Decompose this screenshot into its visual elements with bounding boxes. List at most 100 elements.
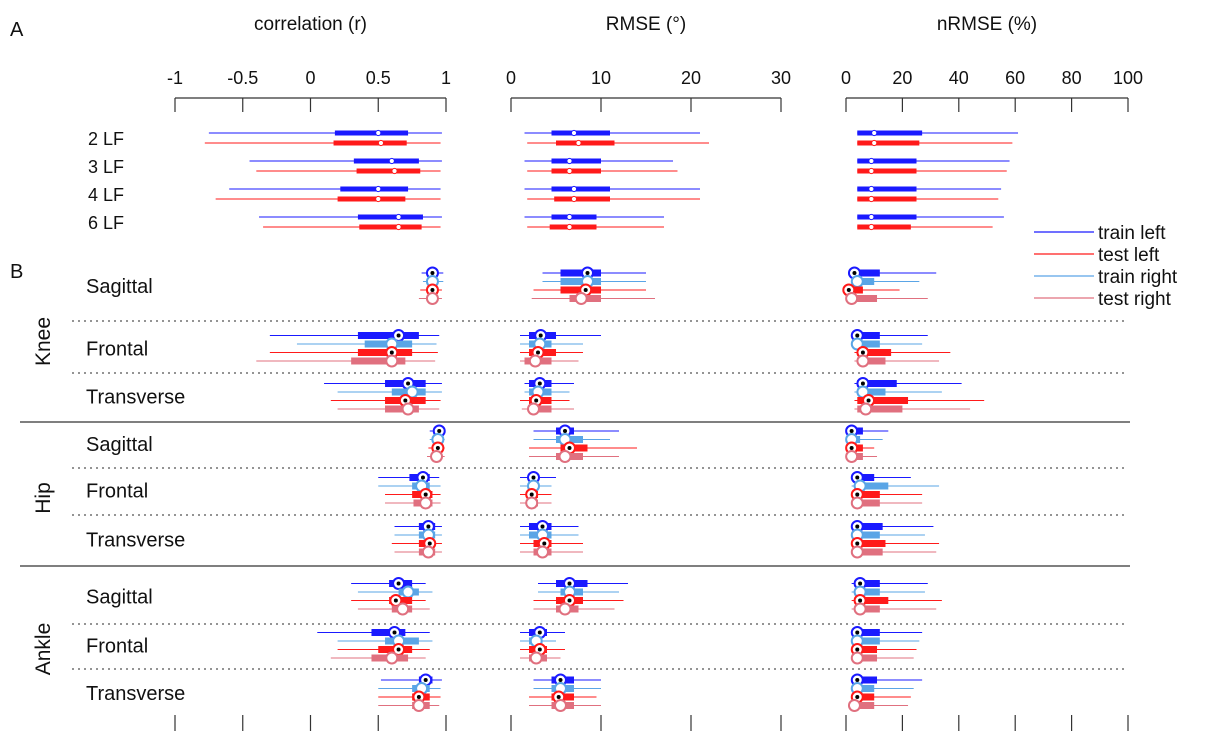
box-b-knee-transverse-r-train-left [324,377,442,390]
box-a-3-lf-nrmse-test-median [868,167,875,175]
tick-label-r: 1 [441,68,451,88]
box-a-4-lf-nrmse-test-box [857,196,917,202]
box-b-ankle-frontal-nrmse-train-left-median-dot [855,630,860,635]
box-a-2-lf-r-train-box [334,130,409,136]
box-b-hip-sagittal-rmse-test-left [529,441,637,455]
box-b-knee-sagittal-nrmse-train-left-median-dot [852,271,857,275]
box-b-hip-frontal-nrmse-train-left-box [854,474,875,481]
box-b-ankle-frontal-nrmse-test-left-median-dot [855,647,860,652]
box-b-knee-frontal-nrmse-test-left-box [857,349,892,356]
box-b-hip-transverse-nrmse-train-right [850,528,925,542]
box-b-ankle-frontal-nrmse-train-left [850,626,923,639]
box-a-2-lf-nrmse-train-median [871,129,878,137]
box-a-4-lf-r-test-median [375,195,382,203]
box-a-6-lf-r-test-median [395,223,402,231]
box-a-4-lf-nrmse-train-median [868,185,875,193]
box-b-ankle-transverse-nrmse-test-right [847,699,909,712]
box-b-hip-frontal-rmse-test-left-median-dot [529,492,534,497]
box-a-4-lf-rmse-train-box [551,186,610,192]
box-a-3-lf-nrmse-test-box [857,168,917,174]
joint-label-ankle: Ankle [32,623,55,676]
box-b-knee-transverse-nrmse-train-right-box [857,388,886,396]
box-b-knee-sagittal-r-test-right [418,292,442,305]
box-b-knee-transverse-nrmse-test-left-median-dot [866,398,871,403]
row-label-3-lf: 3 LF [88,157,124,177]
box-b-ankle-transverse-rmse-train-left-median-dot [558,678,563,682]
box-b-hip-transverse-rmse-test-left [520,537,583,550]
box-b-hip-sagittal-r-test-right [427,450,445,463]
row-label-2-lf: 2 LF [88,129,124,149]
box-b-ankle-transverse-nrmse-test-left-median-dot [855,695,860,699]
box-b-ankle-frontal-nrmse-train-right-box [854,637,880,645]
box-b-ankle-sagittal-r-train-right-median [401,585,415,599]
box-b-hip-frontal-rmse-test-right [520,496,552,510]
box-b-hip-sagittal-rmse-train-left-median-dot [563,429,567,433]
box-a-6-lf-rmse-train-box [551,214,597,220]
box-a-2-lf-r-test-box [333,140,407,146]
box-b-knee-sagittal-rmse-test-right-median [574,292,588,305]
box-b-hip-transverse-nrmse-train-left-median-dot [855,524,860,529]
plane-label-ankle-frontal: Frontal [86,636,148,658]
box-b-knee-frontal-nrmse-test-right [854,354,940,368]
box-b-hip-sagittal-nrmse-test-right-median [845,450,859,463]
box-b-hip-frontal-nrmse-test-right [850,496,923,510]
box-b-knee-sagittal-nrmse-train-left [847,266,937,280]
box-a-6-lf-nrmse-test-box [857,224,911,230]
box-a-2-lf-r-test [204,139,441,147]
box-b-ankle-frontal-rmse-train-left-median-dot [537,630,542,635]
box-b-ankle-sagittal-nrmse-test-left-box [854,597,889,604]
box-b-hip-transverse-r-test-left-median-dot [427,541,432,546]
box-a-3-lf-rmse-test-box [551,168,601,174]
box-b-knee-transverse-nrmse-test-right [854,402,971,416]
legend-label-test-left: test left [1098,245,1160,266]
box-b-ankle-transverse-nrmse-train-left-median-dot [855,678,860,682]
box-b-knee-sagittal-rmse-train-right [542,275,646,288]
box-b-hip-transverse-nrmse-test-right [850,545,937,559]
box-b-knee-transverse-rmse-test-right [521,402,574,416]
box-b-ankle-frontal-rmse-test-left [520,643,565,656]
box-b-hip-transverse-nrmse-test-left-median-dot [855,541,860,546]
box-b-hip-sagittal-nrmse-test-right [845,450,878,463]
box-a-4-lf-r-train-median [375,185,382,193]
box-b-knee-frontal-r-test-right-box [351,357,406,365]
box-b-ankle-sagittal-r-train-left-median-dot [396,581,401,586]
box-b-hip-frontal-nrmse-test-right-box [854,499,880,507]
panel-b-plots: Knee Sagittal Frontal Transverse Hip Sagittal… [20,266,1130,712]
box-a-3-lf-rmse-train-box [551,158,601,164]
plane-label-knee-frontal: Frontal [86,339,148,361]
box-b-ankle-sagittal-rmse-train-left [538,577,628,590]
box-b-knee-transverse-nrmse-train-left [854,377,962,390]
box-b-knee-sagittal-rmse-test-left-median-dot [583,288,588,292]
box-b-ankle-sagittal-r-train-right [357,585,433,599]
box-b-knee-transverse-nrmse-test-right-box [857,405,903,413]
box-b-knee-sagittal-nrmse-train-right-box [854,278,875,285]
box-b-hip-transverse-rmse-train-right [520,528,579,542]
box-b-knee-sagittal-rmse-train-left-box [560,269,601,277]
box-a-4-lf-nrmse-test-median [868,195,875,203]
box-b-ankle-sagittal-rmse-test-right [533,602,615,616]
box-b-knee-frontal-nrmse-train-left-box [854,332,880,339]
box-b-knee-frontal-nrmse-train-left-median-dot [855,333,860,338]
legend-label-train-left: train left [1098,223,1166,244]
box-b-ankle-frontal-rmse-test-left-median-dot [537,647,542,652]
box-b-ankle-sagittal-r-test-right [357,602,430,616]
box-b-ankle-frontal-r-train-left-median-dot [392,630,397,635]
box-b-ankle-transverse-nrmse-train-left [850,673,923,687]
box-b-knee-sagittal-nrmse-test-right [845,292,928,305]
box-b-knee-frontal-rmse-train-left-median-dot [538,333,543,338]
box-b-hip-transverse-rmse-test-right [520,545,583,559]
box-b-knee-frontal-nrmse-test-right-box [857,357,886,365]
panel-b-letter: B [10,261,23,283]
box-b-knee-frontal-nrmse-train-right-box [854,340,880,348]
box-b-hip-frontal-nrmse-test-left-box [854,491,880,498]
box-a-6-lf-nrmse-test-median [868,223,875,231]
box-a-4-lf-r-test-box [337,196,406,202]
box-b-knee-transverse-rmse-test-left-median-dot [534,398,539,403]
tick-label-r: 0.5 [366,68,391,88]
tick-label-nrmse: 0 [841,68,851,88]
plane-label-knee-transverse: Transverse [86,387,185,409]
box-a-6-lf-rmse-test-median [566,223,573,231]
box-b-hip-transverse-rmse-train-left-median-dot [540,524,545,529]
box-b-knee-sagittal-nrmse-test-right-box [848,295,878,302]
box-b-knee-frontal-nrmse-test-left [854,346,951,359]
